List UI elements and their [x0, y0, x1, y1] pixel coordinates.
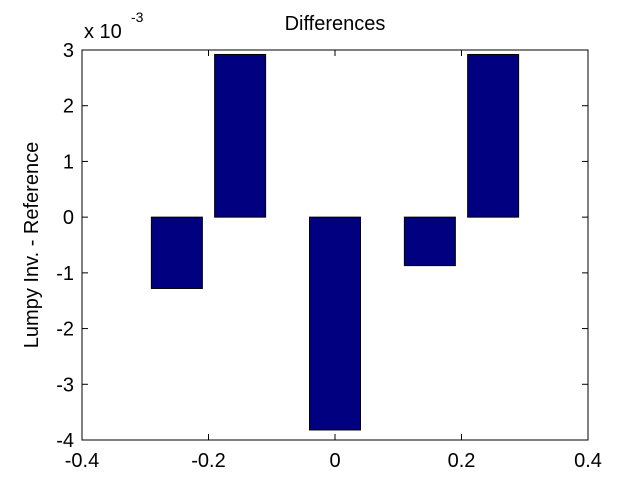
bar	[467, 53, 520, 218]
x-tick-label: 0.4	[574, 450, 602, 472]
bar	[403, 216, 456, 267]
y-tick-label: 2	[63, 96, 74, 118]
y-tick-label: -4	[56, 430, 74, 452]
bar	[150, 216, 203, 289]
bar	[214, 53, 267, 218]
bar	[309, 216, 361, 431]
y-multiplier: x 10	[84, 21, 122, 43]
y-tick-label: -2	[56, 319, 74, 341]
y-tick-label: -1	[56, 263, 74, 285]
y-tick-label: 3	[63, 40, 74, 62]
y-axis-label: Lumpy Inv. - Reference	[21, 142, 43, 348]
x-tick-label: -0.4	[65, 450, 99, 472]
y-tick-label: 0	[63, 207, 74, 229]
y-multiplier-exponent: -3	[131, 9, 144, 25]
x-tick-label: 0.2	[448, 450, 476, 472]
y-tick-label: 1	[63, 151, 74, 173]
y-tick-label: -3	[56, 374, 74, 396]
x-tick-label: 0	[329, 450, 340, 472]
chart-title: Differences	[285, 13, 386, 35]
x-tick-label: -0.2	[191, 450, 225, 472]
